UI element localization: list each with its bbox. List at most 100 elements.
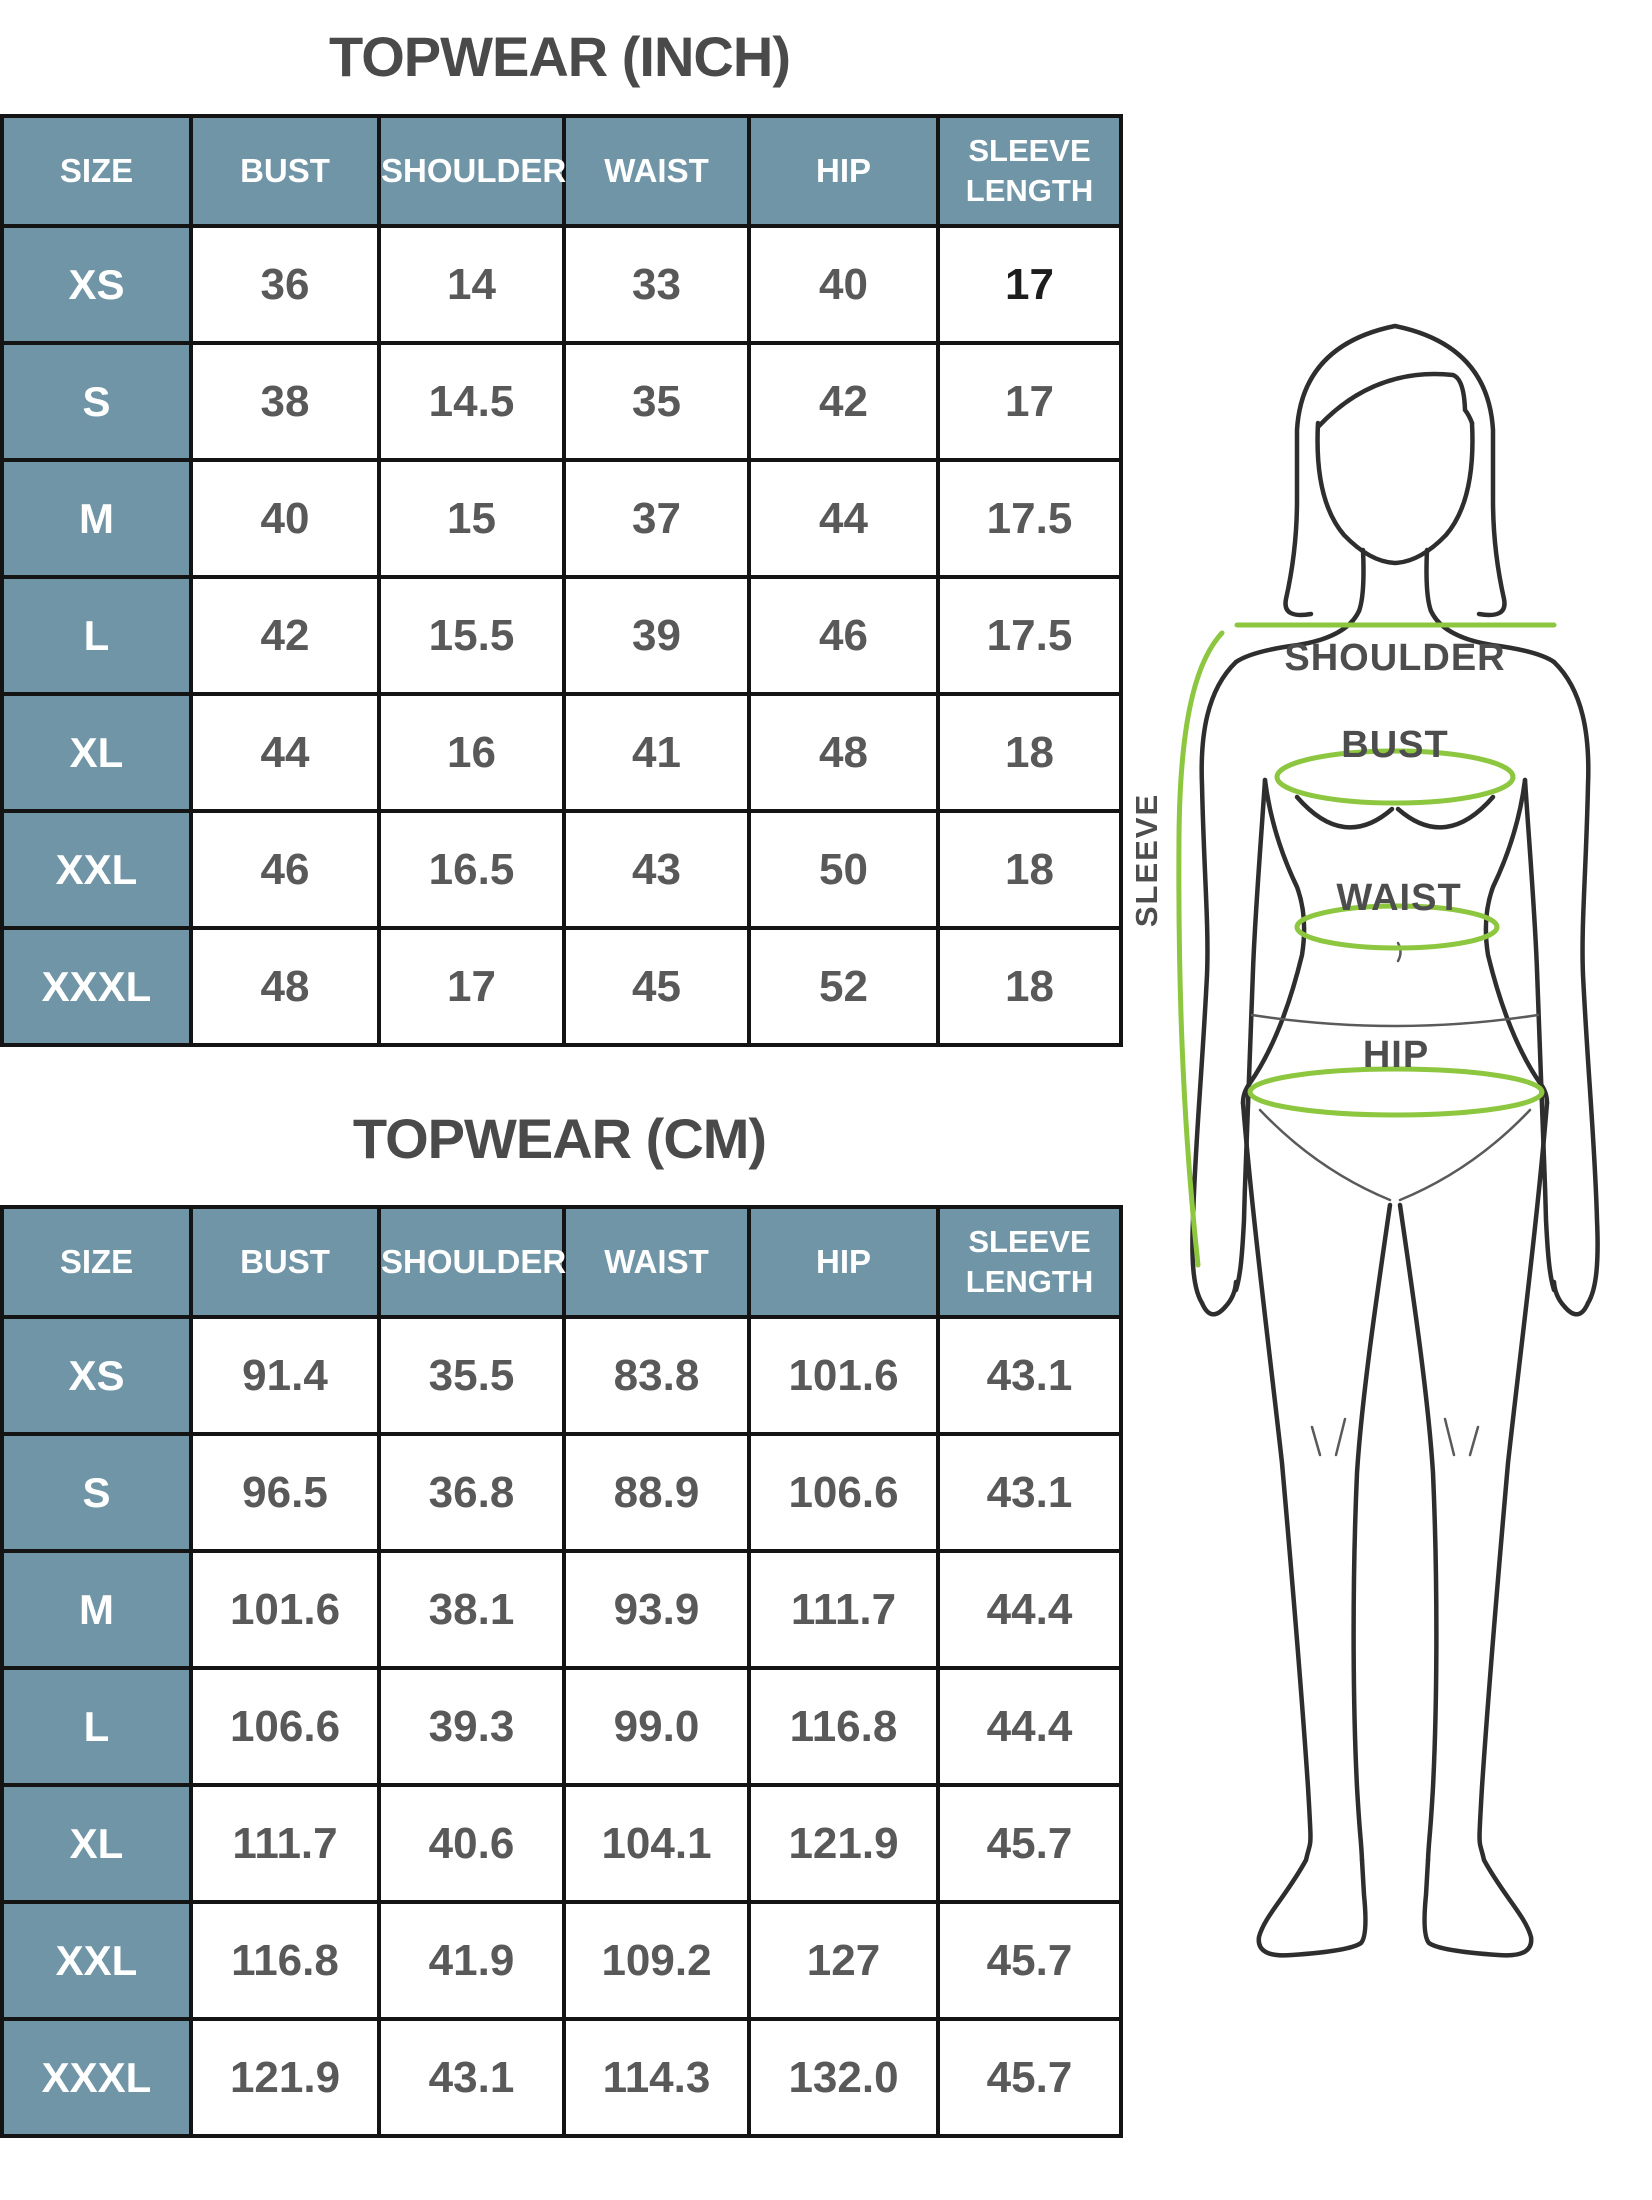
cell-bust: 40 xyxy=(189,458,381,579)
cell-hip: 48 xyxy=(747,692,940,813)
cell-waist: 88.9 xyxy=(562,1432,751,1553)
cm-header-row: SIZE BUST SHOULDER WAIST HIP SLEEVE LENG… xyxy=(0,1205,1123,1319)
inch-header-hip: HIP xyxy=(747,114,940,228)
bust-label: BUST xyxy=(1341,724,1448,766)
inch-row-xs: XS 36 14 33 40 17 xyxy=(0,224,1123,345)
cm-header-hip: HIP xyxy=(747,1205,940,1319)
row-label: M xyxy=(0,1549,193,1670)
inch-header-shoulder: SHOULDER xyxy=(377,114,566,228)
cell-bust: 42 xyxy=(189,575,381,696)
cell-shoulder: 17 xyxy=(377,926,566,1047)
row-label: XL xyxy=(0,1783,193,1904)
cm-row-s: S 96.5 36.8 88.9 106.6 43.1 xyxy=(0,1432,1123,1553)
cell-sleeve: 17 xyxy=(936,341,1123,462)
cell-shoulder: 36.8 xyxy=(377,1432,566,1553)
row-label: S xyxy=(0,1432,193,1553)
cm-header-size: SIZE xyxy=(0,1205,193,1319)
cell-bust: 96.5 xyxy=(189,1432,381,1553)
row-label: L xyxy=(0,1666,193,1787)
topwear-inch-title: TOPWEAR (INCH) xyxy=(329,25,791,88)
cell-sleeve: 45.7 xyxy=(936,1783,1123,1904)
cell-sleeve: 43.1 xyxy=(936,1315,1123,1436)
cell-shoulder: 40.6 xyxy=(377,1783,566,1904)
cm-row-xl: XL 111.7 40.6 104.1 121.9 45.7 xyxy=(0,1783,1123,1904)
body-measurement-figure: SHOULDER BUST WAIST HIP SLEEVE xyxy=(1129,323,1600,1958)
cell-bust: 121.9 xyxy=(189,2017,381,2138)
cell-waist: 41 xyxy=(562,692,751,813)
cell-shoulder: 38.1 xyxy=(377,1549,566,1670)
cell-hip: 121.9 xyxy=(747,1783,940,1904)
cell-bust: 46 xyxy=(189,809,381,930)
measurement-diagram: SHOULDER BUST WAIST HIP SLEEVE xyxy=(1112,315,1652,1975)
row-label: XS xyxy=(0,1315,193,1436)
cell-hip: 111.7 xyxy=(747,1549,940,1670)
measurement-labels: SHOULDER BUST WAIST HIP SLEEVE xyxy=(1129,637,1505,1076)
cell-waist: 37 xyxy=(562,458,751,579)
sleeve-label: SLEEVE xyxy=(1129,793,1164,927)
cell-shoulder: 15.5 xyxy=(377,575,566,696)
row-label: XXL xyxy=(0,809,193,930)
row-label: XXXL xyxy=(0,2017,193,2138)
cell-shoulder: 39.3 xyxy=(377,1666,566,1787)
cell-sleeve: 17.5 xyxy=(936,575,1123,696)
row-label: L xyxy=(0,575,193,696)
inch-header-size: SIZE xyxy=(0,114,193,228)
cm-row-m: M 101.6 38.1 93.9 111.7 44.4 xyxy=(0,1549,1123,1670)
cm-header-waist: WAIST xyxy=(562,1205,751,1319)
cell-bust: 48 xyxy=(189,926,381,1047)
cell-waist: 114.3 xyxy=(562,2017,751,2138)
inch-row-xxl: XXL 46 16.5 43 50 18 xyxy=(0,809,1123,930)
cm-row-xxxl: XXXL 121.9 43.1 114.3 132.0 45.7 xyxy=(0,2017,1123,2138)
bust-measure-ellipse xyxy=(1274,748,1516,806)
row-label: XS xyxy=(0,224,193,345)
cell-waist: 39 xyxy=(562,575,751,696)
cell-waist: 104.1 xyxy=(562,1783,751,1904)
cell-bust: 106.6 xyxy=(189,1666,381,1787)
inch-header-bust: BUST xyxy=(189,114,381,228)
cm-header-shoulder: SHOULDER xyxy=(377,1205,566,1319)
hip-measure-ellipse xyxy=(1247,1066,1545,1118)
topwear-cm-title: TOPWEAR (CM) xyxy=(352,1107,767,1170)
cell-hip: 50 xyxy=(747,809,940,930)
cell-bust: 36 xyxy=(189,224,381,345)
cell-waist: 45 xyxy=(562,926,751,1047)
cell-shoulder: 35.5 xyxy=(377,1315,566,1436)
cell-bust: 101.6 xyxy=(189,1549,381,1670)
shoulder-label: SHOULDER xyxy=(1284,637,1505,679)
cell-sleeve: 17.5 xyxy=(936,458,1123,579)
cell-bust: 38 xyxy=(189,341,381,462)
cell-waist: 93.9 xyxy=(562,1549,751,1670)
cell-bust: 111.7 xyxy=(189,1783,381,1904)
waist-measure-ellipse xyxy=(1294,903,1500,951)
cell-hip: 116.8 xyxy=(747,1666,940,1787)
cell-sleeve: 17 xyxy=(936,224,1123,345)
measurement-lines xyxy=(1176,622,1557,1268)
cell-waist: 99.0 xyxy=(562,1666,751,1787)
cell-waist: 33 xyxy=(562,224,751,345)
cell-hip: 106.6 xyxy=(747,1432,940,1553)
cell-waist: 83.8 xyxy=(562,1315,751,1436)
row-label: S xyxy=(0,341,193,462)
cell-bust: 116.8 xyxy=(189,1900,381,2021)
cell-shoulder: 16 xyxy=(377,692,566,813)
cm-row-xxl: XXL 116.8 41.9 109.2 127 45.7 xyxy=(0,1900,1123,2021)
cell-hip: 132.0 xyxy=(747,2017,940,2138)
row-label: XXXL xyxy=(0,926,193,1047)
inch-row-m: M 40 15 37 44 17.5 xyxy=(0,458,1123,579)
cell-shoulder: 16.5 xyxy=(377,809,566,930)
inch-header-sleeve-length: SLEEVE LENGTH xyxy=(936,114,1123,228)
cell-sleeve: 43.1 xyxy=(936,1432,1123,1553)
cell-sleeve: 44.4 xyxy=(936,1549,1123,1670)
cell-sleeve: 45.7 xyxy=(936,2017,1123,2138)
topwear-cm-table: SIZE BUST SHOULDER WAIST HIP SLEEVE LENG… xyxy=(0,1205,1123,2138)
cell-waist: 43 xyxy=(562,809,751,930)
cell-hip: 52 xyxy=(747,926,940,1047)
row-label: M xyxy=(0,458,193,579)
cell-sleeve: 18 xyxy=(936,692,1123,813)
hip-label: HIP xyxy=(1363,1034,1429,1076)
topwear-inch-table: SIZE BUST SHOULDER WAIST HIP SLEEVE LENG… xyxy=(0,114,1123,1047)
inch-header-row: SIZE BUST SHOULDER WAIST HIP SLEEVE LENG… xyxy=(0,114,1123,228)
cell-waist: 35 xyxy=(562,341,751,462)
cell-shoulder: 14 xyxy=(377,224,566,345)
